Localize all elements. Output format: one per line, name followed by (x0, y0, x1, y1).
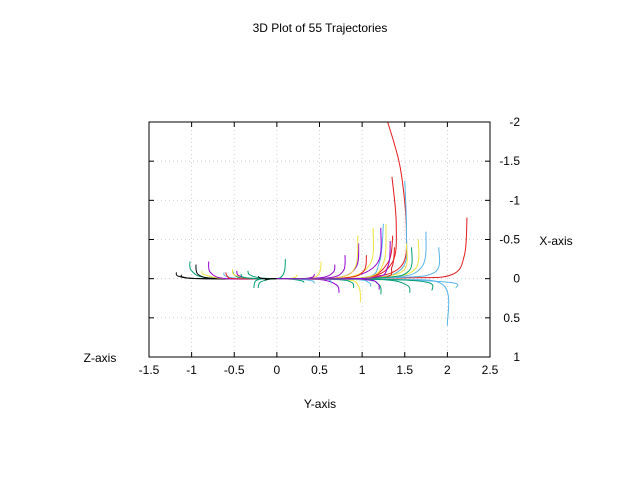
y-tick-label: 0 (513, 272, 520, 286)
chart-title: 3D Plot of 55 Trajectories (253, 21, 388, 35)
ticks: -1.5 -1 -0.5 0 0.5 1 1.5 2 2.5 -2 -1.5 -1 -0.5 0 0.5 1 (139, 115, 521, 377)
x-tick-label: 1 (359, 363, 366, 377)
y-tick-label: -1.5 (499, 154, 520, 168)
y-axis-label: X-axis (539, 234, 572, 248)
trajectory-line-55 (276, 241, 391, 280)
x-tick-label: -0.5 (224, 363, 245, 377)
x-tick-label: 0.5 (311, 363, 328, 377)
x-tick-label: 1.5 (396, 363, 413, 377)
x-axis-label: Y-axis (304, 397, 336, 411)
y-tick-label: -0.5 (499, 233, 520, 247)
x-tick-label: -1 (186, 363, 197, 377)
z-axis-label: Z-axis (84, 351, 117, 365)
x-tick-label: 0 (274, 363, 281, 377)
y-tick-label: -2 (509, 115, 520, 129)
y-tick-label: 0.5 (503, 311, 520, 325)
x-tick-label: -1.5 (139, 363, 160, 377)
x-tick-label: 2 (444, 363, 451, 377)
y-tick-label: 1 (513, 350, 520, 364)
y-tick-label: -1 (509, 193, 520, 207)
x-tick-label: 2.5 (482, 363, 499, 377)
plot-lines (175, 121, 468, 326)
trajectory-line-51 (264, 278, 277, 281)
